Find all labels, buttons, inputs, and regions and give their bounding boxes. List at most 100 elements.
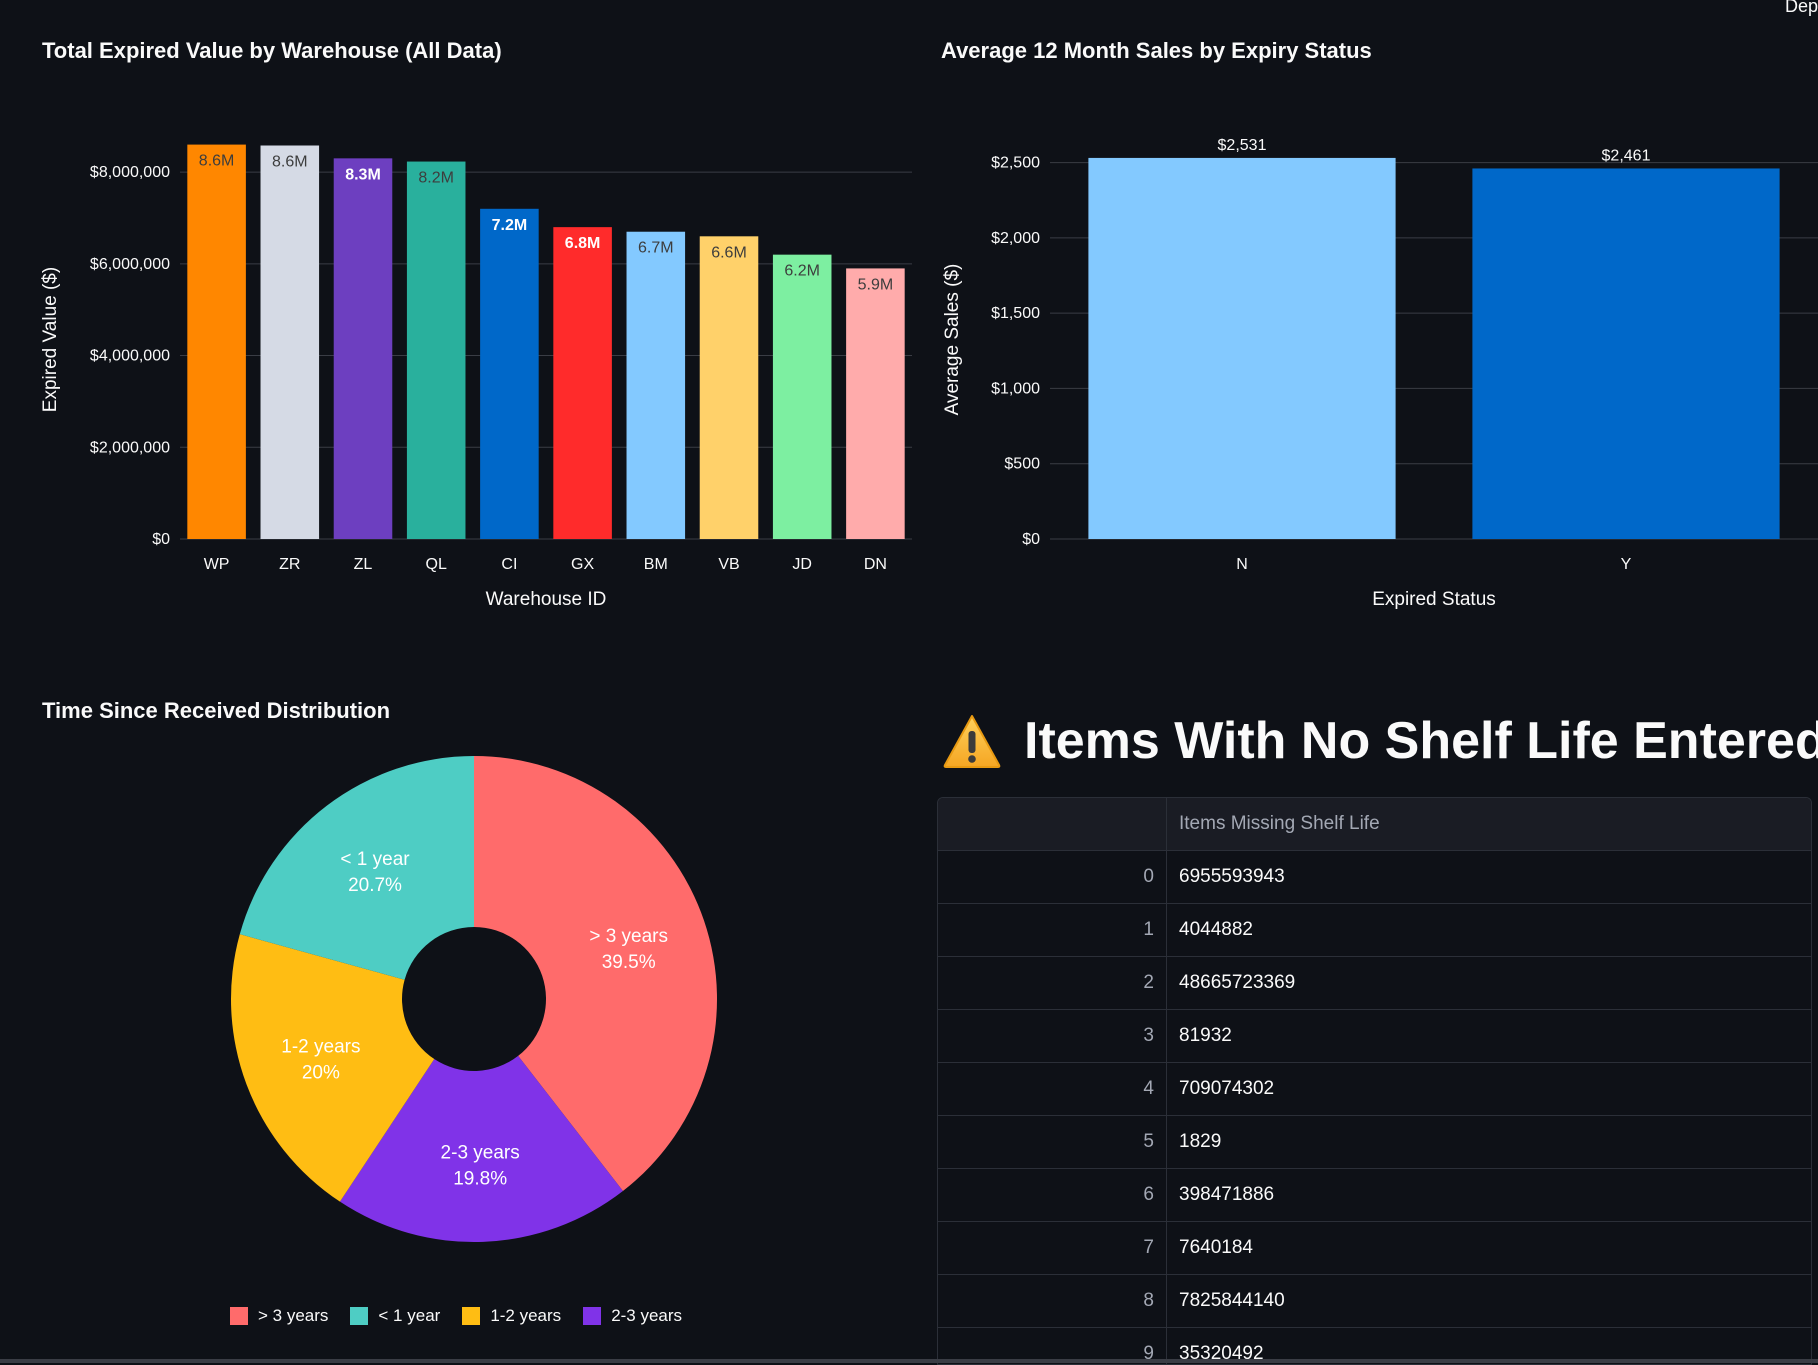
warehouse-bar-chart: $0$2,000,000$4,000,000$6,000,000$8,000,0…: [0, 100, 930, 630]
y-tick-label: $2,000: [991, 230, 1040, 247]
row-index-cell: 3: [938, 1010, 1167, 1063]
row-index-cell: 4: [938, 1063, 1167, 1116]
y-tick-label: $1,000: [991, 380, 1040, 397]
warehouse-bar[interactable]: [480, 209, 539, 539]
item-id-cell[interactable]: 398471886: [1167, 1169, 1812, 1222]
bar-data-label: 5.9M: [858, 276, 894, 293]
bottom-scrollbar[interactable]: [0, 1359, 1818, 1363]
x-tick-label: CI: [501, 556, 517, 573]
x-tick-label: ZL: [354, 556, 373, 573]
warehouse-bar[interactable]: [334, 158, 393, 539]
legend-item[interactable]: < 1 year: [350, 1306, 440, 1326]
row-index-cell: 2: [938, 957, 1167, 1010]
missing-shelf-life-heading: Items With No Shelf Life Entered: [942, 706, 1802, 776]
y-tick-label: $0: [152, 531, 170, 548]
y-tick-label: $2,000,000: [90, 439, 170, 456]
corner-label: Dep: [1785, 0, 1818, 17]
row-index-cell: 1: [938, 904, 1167, 957]
missing-shelf-life-heading-text: Items With No Shelf Life Entered: [1024, 711, 1818, 771]
warehouse-bar[interactable]: [700, 236, 759, 539]
slice-percent-label: 20%: [302, 1062, 340, 1083]
item-id-cell[interactable]: 48665723369: [1167, 957, 1812, 1010]
item-id-cell[interactable]: 1829: [1167, 1116, 1812, 1169]
x-tick-label: Y: [1621, 556, 1632, 573]
donut-legend: > 3 years < 1 year 1-2 years 2-3 years: [230, 1306, 682, 1326]
x-tick-label: ZR: [279, 556, 300, 573]
legend-item[interactable]: 1-2 years: [462, 1306, 561, 1326]
warehouse-bar[interactable]: [773, 255, 832, 539]
expiry-chart-title: Average 12 Month Sales by Expiry Status: [941, 38, 1372, 64]
x-axis-label: Warehouse ID: [486, 589, 607, 610]
item-id-cell[interactable]: 7825844140: [1167, 1275, 1812, 1328]
x-tick-label: VB: [718, 556, 739, 573]
item-id-cell[interactable]: 81932: [1167, 1010, 1812, 1063]
bar-data-label: 6.7M: [638, 240, 674, 257]
x-tick-label: N: [1236, 556, 1248, 573]
row-index-cell: 0: [938, 851, 1167, 904]
y-tick-label: $0: [1022, 531, 1040, 548]
x-tick-label: QL: [426, 556, 447, 573]
warehouse-bar[interactable]: [187, 145, 246, 539]
item-id-cell[interactable]: 709074302: [1167, 1063, 1812, 1116]
x-axis-label: Expired Status: [1372, 589, 1496, 610]
warehouse-bar[interactable]: [553, 227, 612, 539]
y-tick-label: $1,500: [991, 305, 1040, 322]
item-id-cell[interactable]: 7640184: [1167, 1222, 1812, 1275]
slice-category-label: > 3 years: [589, 926, 668, 947]
y-axis-label: Average Sales ($): [942, 264, 963, 416]
warehouse-bar[interactable]: [846, 268, 905, 539]
index-column-header[interactable]: [938, 798, 1167, 851]
slice-category-label: 2-3 years: [441, 1142, 520, 1163]
x-tick-label: GX: [571, 556, 594, 573]
legend-label: 1-2 years: [490, 1306, 561, 1326]
x-tick-label: BM: [644, 556, 668, 573]
legend-swatch: [350, 1307, 368, 1325]
legend-label: > 3 years: [258, 1306, 328, 1326]
legend-item[interactable]: > 3 years: [230, 1306, 328, 1326]
bar-data-label: 6.2M: [784, 263, 820, 280]
legend-label: < 1 year: [378, 1306, 440, 1326]
bar-data-label: $2,461: [1602, 147, 1651, 164]
legend-item[interactable]: 2-3 years: [583, 1306, 682, 1326]
warehouse-bar[interactable]: [407, 162, 466, 539]
bar-data-label: 7.2M: [492, 217, 528, 234]
slice-percent-label: 39.5%: [602, 952, 656, 973]
warning-icon: [942, 713, 1002, 769]
bar-data-label: 8.6M: [272, 154, 308, 171]
y-tick-label: $8,000,000: [90, 164, 170, 181]
legend-swatch: [230, 1307, 248, 1325]
legend-label: 2-3 years: [611, 1306, 682, 1326]
item-id-cell[interactable]: 6955593943: [1167, 851, 1812, 904]
y-tick-label: $2,500: [991, 155, 1040, 172]
time-received-chart-title: Time Since Received Distribution: [42, 698, 390, 724]
y-tick-label: $6,000,000: [90, 256, 170, 273]
y-tick-label: $500: [1004, 456, 1040, 473]
slice-percent-label: 20.7%: [348, 875, 402, 896]
row-index-cell: 8: [938, 1275, 1167, 1328]
y-axis-label: Expired Value ($): [40, 267, 61, 412]
bar-data-label: 8.3M: [345, 166, 381, 183]
slice-percent-label: 19.8%: [453, 1168, 507, 1189]
expiry-status-bar[interactable]: [1088, 158, 1395, 539]
expiry-sales-bar-chart: $0$500$1,000$1,500$2,000$2,500$2,531N$2,…: [930, 100, 1818, 630]
legend-swatch: [583, 1307, 601, 1325]
warehouse-bar[interactable]: [627, 232, 686, 539]
slice-category-label: 1-2 years: [281, 1036, 360, 1057]
item-id-cell[interactable]: 4044882: [1167, 904, 1812, 957]
legend-swatch: [462, 1307, 480, 1325]
x-tick-label: DN: [864, 556, 887, 573]
bar-data-label: 6.8M: [565, 235, 601, 252]
items-missing-column-header[interactable]: Items Missing Shelf Life: [1167, 798, 1812, 851]
warehouse-bar[interactable]: [261, 146, 320, 539]
expiry-status-bar[interactable]: [1472, 168, 1779, 539]
